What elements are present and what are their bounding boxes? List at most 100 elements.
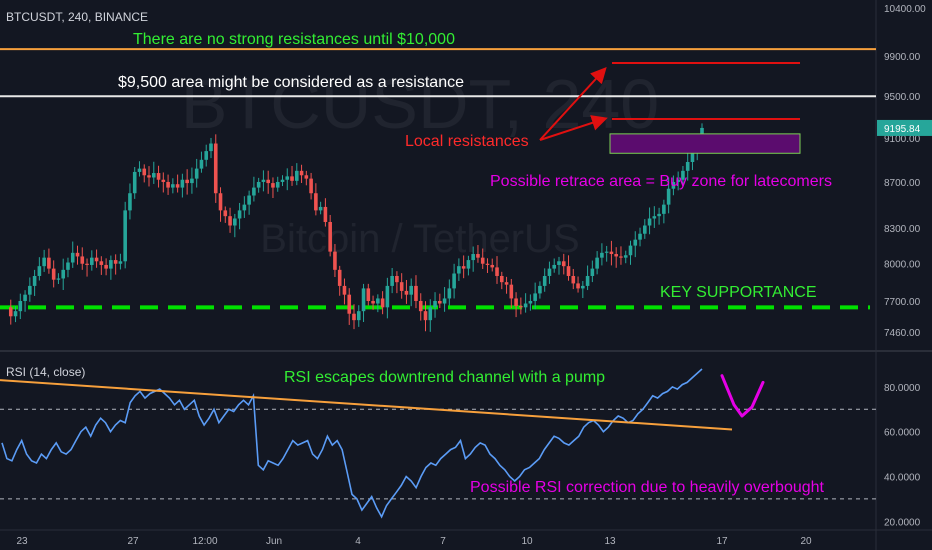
time-tick-label: 4: [355, 536, 361, 547]
candle-body: [18, 300, 23, 312]
candle-body: [271, 183, 275, 188]
candle-body: [118, 261, 123, 264]
candle-body: [433, 300, 437, 308]
candle-body: [80, 256, 85, 264]
annotation-key-support[interactable]: KEY SUPPORTANCE: [660, 284, 817, 301]
candle-body: [490, 264, 495, 268]
candle-body: [137, 168, 142, 172]
annotation-retrace-area[interactable]: Possible retrace area = Buy zone for lat…: [490, 173, 832, 190]
rsi-line: [1, 368, 703, 519]
candles: [8, 123, 704, 332]
candle-body: [247, 195, 251, 205]
candle-body: [480, 257, 485, 264]
candle-body: [47, 257, 51, 269]
candle-body: [409, 285, 414, 295]
candle-body: [499, 275, 504, 283]
candle-body: [90, 257, 94, 265]
candle-body: [56, 278, 61, 280]
drawings[interactable]: [539, 67, 801, 154]
rsi-tick-label: 20.0000: [884, 517, 921, 528]
time-tick-label: 27: [127, 536, 139, 547]
candle-body: [662, 204, 666, 214]
candle-body: [376, 298, 380, 304]
time-tick-label: 13: [604, 536, 616, 547]
candle-body: [657, 213, 661, 217]
time-tick-label: 20: [800, 536, 812, 547]
candle-body: [199, 159, 204, 169]
candle-body: [261, 179, 266, 182]
candle-body: [28, 285, 32, 295]
candle-body: [328, 221, 332, 252]
candle-body: [652, 216, 657, 219]
candle-body: [323, 206, 328, 222]
candle-body: [37, 266, 42, 276]
candle-body: [233, 218, 237, 226]
candle-body: [128, 193, 132, 211]
candle-body: [538, 285, 542, 294]
candle-body: [180, 179, 185, 188]
annotation-rsi-escape[interactable]: RSI escapes downtrend channel with a pum…: [284, 369, 606, 386]
candle-body: [485, 263, 490, 265]
candle-body: [70, 252, 75, 263]
candle-body: [542, 275, 547, 286]
candle-body: [442, 298, 447, 304]
candle-body: [185, 179, 189, 184]
rsi-tick-label: 60.0000: [884, 428, 921, 439]
last-price-badge: [877, 119, 932, 136]
candle-body: [171, 184, 175, 188]
candle-body: [109, 260, 113, 269]
rsi-tick-label: 80.0000: [884, 383, 921, 394]
candle-body: [438, 300, 442, 304]
rsi-title[interactable]: RSI (14, close): [6, 365, 86, 379]
candle-body: [190, 178, 194, 184]
time-tick-label: 7: [440, 536, 446, 547]
candle-body: [85, 263, 89, 265]
annotation-rsi-correction[interactable]: Possible RSI correction due to heavily o…: [470, 479, 824, 496]
candle-body: [204, 151, 209, 160]
candle-body: [123, 210, 127, 262]
candle-body: [457, 266, 461, 274]
candle-body: [385, 285, 390, 308]
candle-body: [147, 175, 151, 178]
candle-body: [161, 179, 166, 182]
candle-body: [209, 143, 213, 152]
annotation-resistance-9500[interactable]: $9,500 area might be considered as a res…: [118, 74, 464, 91]
candle-body: [237, 210, 242, 219]
candle-body: [638, 233, 642, 240]
candle-body: [504, 282, 509, 285]
candle-body: [681, 170, 685, 180]
candle-body: [519, 306, 523, 308]
candle-body: [685, 162, 690, 171]
candle-body: [299, 170, 304, 176]
candle-body: [676, 179, 680, 182]
candle-body: [13, 311, 18, 317]
candle-body: [347, 294, 352, 314]
annotation-no-resistances[interactable]: There are no strong resistances until $1…: [133, 31, 455, 48]
candle-body: [647, 218, 652, 226]
price-tick-label: 9500.00: [884, 92, 921, 103]
candle-body: [414, 285, 418, 301]
candle-body: [32, 275, 37, 286]
candle-body: [356, 311, 361, 321]
price-tick-label: 7460.00: [884, 328, 921, 339]
rsi-tick-label: 40.0000: [884, 472, 921, 483]
axes: 10400.00 9900.00 9500.00 9100.00 8700.00 8300…: [16, 4, 932, 547]
price-tick-label: 8700.00: [884, 178, 921, 189]
candle-body: [314, 193, 318, 211]
candle-body: [642, 225, 647, 234]
candle-body: [213, 143, 218, 194]
candle-body: [619, 256, 623, 258]
candle-body: [337, 269, 342, 286]
candle-body: [304, 175, 309, 179]
candle-body: [142, 168, 147, 176]
time-tick-label: 12:00: [192, 536, 217, 547]
last-price-label: 9195.84: [884, 124, 921, 135]
time-tick-label: 23: [16, 536, 28, 547]
watermark-symbol: BTCUSDT, 240: [181, 65, 659, 143]
annotation-local-resistances[interactable]: Local resistances: [405, 133, 529, 150]
candle-body: [242, 204, 247, 211]
chart-title[interactable]: BTCUSDT, 240, BINANCE: [6, 10, 149, 24]
candle-body: [418, 300, 423, 312]
